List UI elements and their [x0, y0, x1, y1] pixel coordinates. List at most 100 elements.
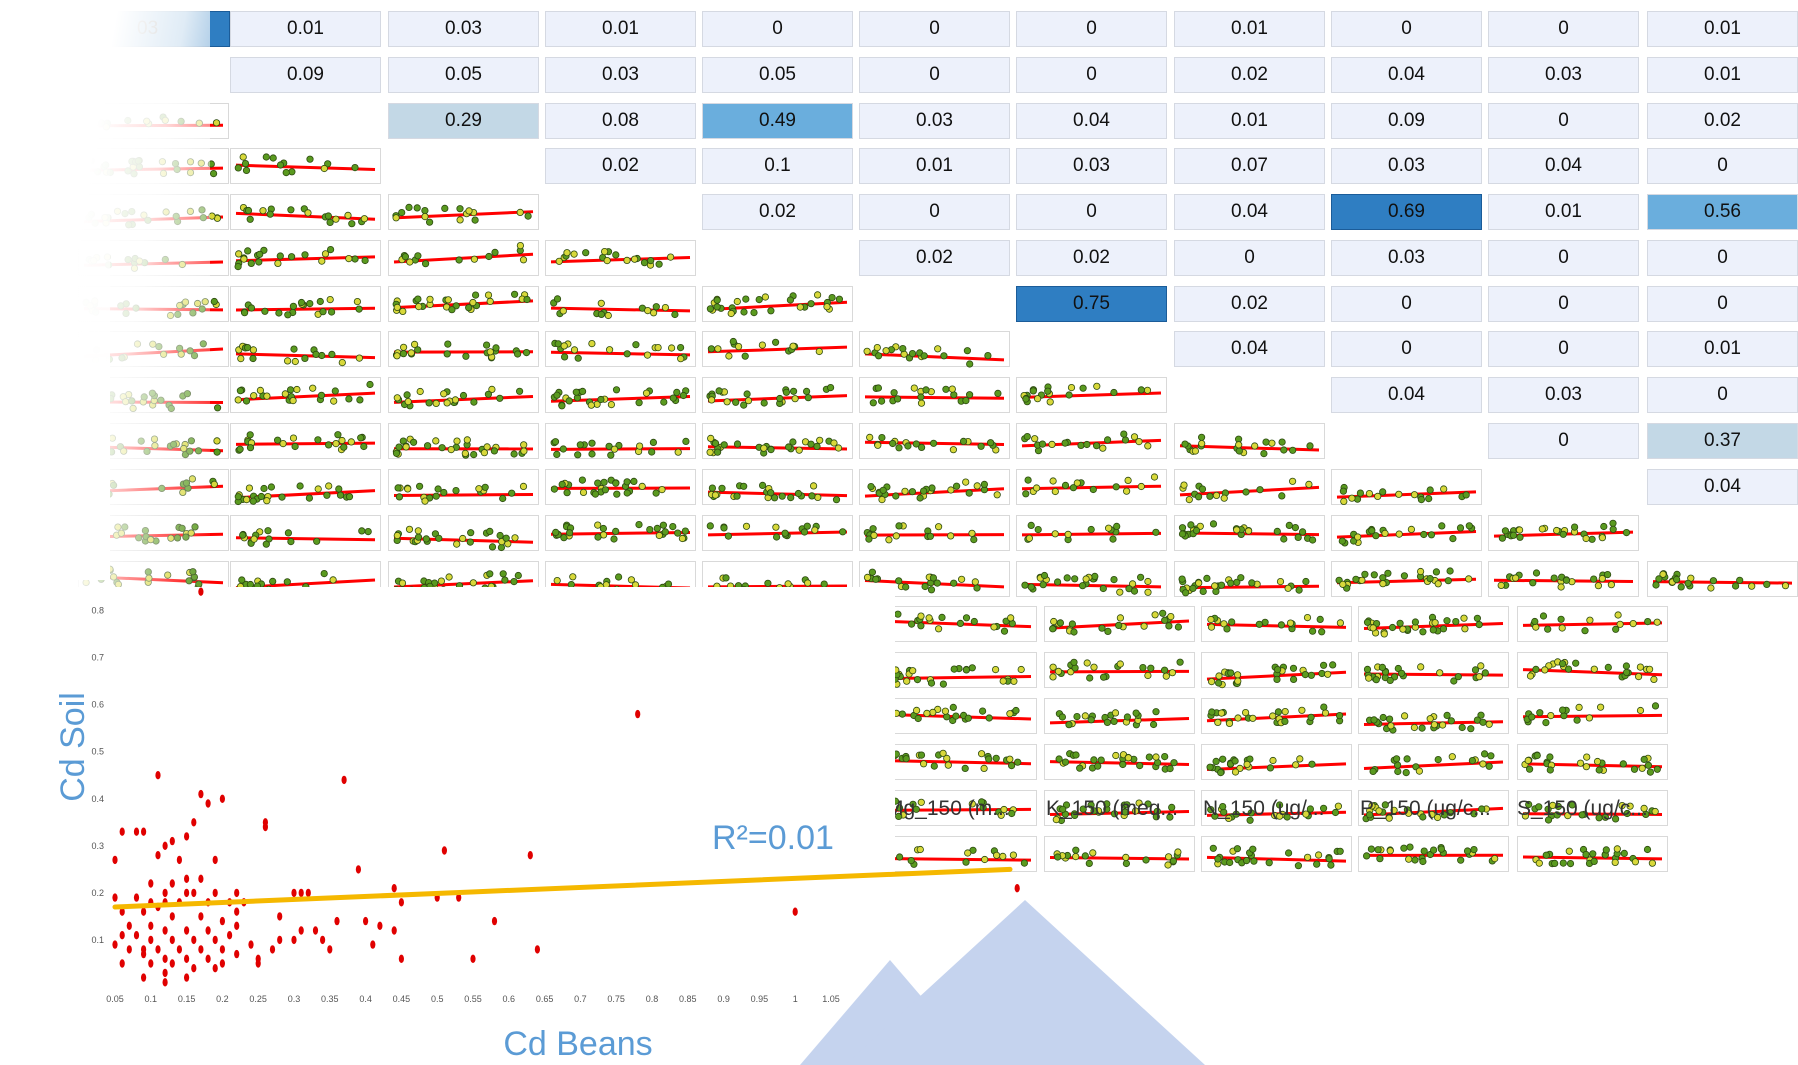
mini-point	[938, 613, 946, 621]
mini-point	[422, 535, 430, 543]
mini-point	[1429, 626, 1437, 634]
y-tick-label: 0.1	[91, 935, 104, 945]
mini-point	[1619, 760, 1627, 768]
mini-point	[973, 482, 981, 490]
mini-point	[340, 443, 348, 451]
mini-scatter-plot	[1044, 790, 1195, 826]
mini-point	[485, 252, 493, 261]
mini-point	[1684, 579, 1692, 587]
mini-point	[632, 341, 640, 349]
mini-point	[1182, 589, 1190, 597]
mini-point	[1316, 615, 1324, 623]
mini-point	[758, 341, 767, 349]
mini-point	[725, 352, 733, 360]
mini-point	[440, 488, 448, 497]
mini-point	[338, 436, 346, 445]
mini-point	[623, 350, 631, 358]
r2-cell: 0.69	[1331, 194, 1482, 230]
mini-point	[921, 582, 929, 591]
mini-point	[1618, 802, 1626, 810]
mini-point	[1434, 756, 1442, 764]
mini-point	[1420, 847, 1428, 855]
mini-plot-frame	[1201, 744, 1352, 780]
mini-point	[764, 579, 772, 587]
mini-plot-canvas	[1522, 658, 1663, 683]
mini-point	[646, 526, 654, 534]
mini-point	[488, 543, 497, 551]
mini-point	[1491, 854, 1499, 863]
mini-point	[407, 349, 415, 357]
mini-point	[715, 387, 723, 395]
trend-line	[112, 866, 1013, 910]
mini-point	[1419, 813, 1427, 821]
mini-point	[904, 442, 912, 450]
mini-point	[1294, 533, 1302, 541]
scatter-point	[184, 973, 190, 982]
mini-point	[1598, 534, 1607, 542]
mini-point	[956, 619, 965, 627]
mini-point	[729, 337, 737, 346]
mini-fit-line	[1206, 762, 1347, 772]
mini-scatter-plot	[545, 469, 696, 505]
mini-point	[707, 345, 715, 353]
mini-point	[750, 308, 758, 317]
mini-point	[965, 489, 973, 497]
mini-point	[711, 491, 719, 499]
mini-point	[1087, 716, 1095, 724]
mini-point	[1477, 711, 1485, 719]
mini-point	[1613, 845, 1621, 853]
mini-point	[1245, 527, 1253, 535]
scatter-point	[305, 888, 311, 898]
mini-point	[1562, 576, 1571, 584]
mini-point	[895, 444, 903, 452]
mini-point	[1485, 720, 1493, 728]
mini-point	[463, 436, 471, 444]
mini-point	[1283, 813, 1291, 821]
mini-point	[332, 215, 340, 223]
mini-point	[1110, 576, 1118, 584]
mini-point	[610, 445, 619, 453]
mini-point	[1509, 531, 1518, 539]
mini-point	[453, 540, 461, 548]
mini-point	[912, 805, 920, 813]
mini-point	[1604, 663, 1612, 671]
mini-plot-canvas	[1179, 433, 1320, 458]
mini-point	[471, 216, 479, 224]
mini-point	[234, 493, 242, 501]
mini-point	[262, 153, 270, 161]
mini-point	[325, 482, 333, 490]
mini-point	[1748, 582, 1756, 590]
mini-point	[1251, 442, 1259, 450]
mini-point	[1129, 580, 1137, 588]
mini-point	[1462, 491, 1470, 499]
scatter-point	[377, 921, 383, 930]
mini-point	[1481, 750, 1489, 758]
mini-scatter-plot	[230, 423, 381, 459]
scatter-point	[184, 832, 190, 841]
mini-point	[1427, 531, 1436, 539]
r2-cell: 0.01	[1174, 11, 1325, 47]
mini-point	[237, 354, 245, 363]
mini-point	[1228, 618, 1236, 626]
mini-point	[671, 310, 679, 319]
mini-scatter-plot	[388, 331, 539, 367]
mini-point	[256, 250, 264, 258]
mini-point	[331, 387, 339, 395]
mini-point	[1197, 433, 1206, 441]
mini-point	[415, 482, 424, 490]
mini-point	[1081, 712, 1089, 720]
r2-cell: 0.04	[1488, 148, 1639, 184]
mini-point	[1061, 758, 1070, 766]
mini-point	[655, 260, 663, 268]
mini-point	[591, 490, 600, 498]
scatter-point	[334, 916, 340, 926]
x-tick-label: 0.8	[646, 994, 659, 1004]
mini-point	[405, 525, 414, 533]
scatter-point	[470, 954, 476, 963]
y-tick-label: 0.4	[91, 794, 104, 804]
mini-point	[980, 480, 989, 488]
mini-point	[486, 527, 494, 535]
mini-point	[1073, 479, 1081, 487]
r2-cell: 0	[1488, 240, 1639, 276]
mini-point	[1119, 760, 1127, 769]
